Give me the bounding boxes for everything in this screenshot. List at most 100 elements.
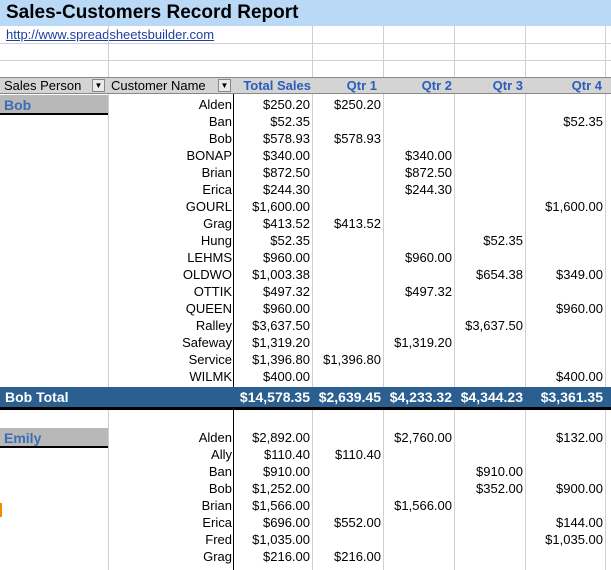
- grid-line: [454, 26, 455, 570]
- grid-line: [108, 26, 109, 570]
- cell-q3: $52.35: [483, 233, 523, 248]
- cell-customer: OLDWO: [182, 267, 232, 282]
- cell-total: $872.50: [263, 165, 310, 180]
- cell-q2: $340.00: [405, 148, 452, 163]
- cell-customer: Ally: [211, 447, 232, 462]
- sales-person-group-label: Bob: [0, 95, 108, 115]
- cell-customer: Grag: [203, 216, 232, 231]
- grid-line: [525, 26, 526, 570]
- cell-customer: Fred: [205, 532, 232, 547]
- cell-customer: Service: [188, 352, 232, 367]
- cell-q3: $654.38: [476, 267, 523, 282]
- cell-q3: $910.00: [476, 464, 523, 479]
- group-total-q3: $4,344.23: [460, 389, 523, 405]
- cell-total: $578.93: [263, 131, 310, 146]
- grid-line: [383, 26, 384, 570]
- cell-total: $1,319.20: [252, 335, 310, 350]
- cell-customer: Ban: [208, 464, 232, 479]
- cell-q4: $400.00: [556, 369, 603, 384]
- grid-line: [605, 26, 606, 570]
- cell-customer: Ralley: [195, 318, 232, 333]
- cell-total: $1,035.00: [252, 532, 310, 547]
- header-qtr2: Qtr 2: [421, 78, 452, 93]
- cell-total: $52.35: [270, 114, 310, 129]
- cell-customer: GOURL: [185, 199, 232, 214]
- grid-line: [0, 60, 611, 61]
- group-total-label: Bob Total: [5, 389, 69, 405]
- cell-customer: WILMK: [189, 369, 232, 384]
- cell-total: $340.00: [263, 148, 310, 163]
- header-qtr3: Qtr 3: [492, 78, 523, 93]
- cell-q1: $1,396.80: [323, 352, 381, 367]
- cell-q2: $1,566.00: [394, 498, 452, 513]
- cell-q2: $2,760.00: [394, 430, 452, 445]
- cell-q4: $349.00: [556, 267, 603, 282]
- cell-customer: OTTIK: [193, 284, 232, 299]
- cell-customer: Erica: [202, 182, 232, 197]
- header-total-sales: Total Sales: [243, 78, 311, 93]
- cell-total: $960.00: [263, 250, 310, 265]
- group-total-q1: $2,639.45: [318, 389, 381, 405]
- cell-q2: $960.00: [405, 250, 452, 265]
- cell-customer: Hung: [200, 233, 232, 248]
- column-separator: [233, 94, 234, 570]
- sales-person-filter-button[interactable]: ▼: [92, 79, 105, 92]
- header-customer-name: Customer Name: [111, 78, 206, 93]
- cell-customer: Bob: [208, 131, 232, 146]
- cell-total: $250.20: [263, 97, 310, 112]
- cell-total: $1,600.00: [252, 199, 310, 214]
- cell-customer: Erica: [202, 515, 232, 530]
- website-link[interactable]: http://www.spreadsheetsbuilder.com: [6, 27, 215, 42]
- cell-customer: LEHMS: [187, 250, 232, 265]
- cell-customer: Alden: [198, 97, 232, 112]
- cell-q4: $132.00: [556, 430, 603, 445]
- cell-q4: $960.00: [556, 301, 603, 316]
- cell-q4: $144.00: [556, 515, 603, 530]
- cell-total: $1,003.38: [252, 267, 310, 282]
- cell-q4: $900.00: [556, 481, 603, 496]
- cell-total: $2,892.00: [252, 430, 310, 445]
- cell-q1: $578.93: [334, 131, 381, 146]
- cell-total: $1,396.80: [252, 352, 310, 367]
- grid-line: [0, 43, 611, 44]
- sheet-marker: [0, 503, 2, 517]
- cell-total: $413.52: [263, 216, 310, 231]
- cell-q4: $52.35: [563, 114, 603, 129]
- cell-customer: Grag: [203, 549, 232, 564]
- customer-name-filter-button[interactable]: ▼: [218, 79, 231, 92]
- cell-q1: $110.40: [334, 447, 381, 462]
- cell-total: $110.40: [263, 447, 310, 462]
- group-total-q4: $3,361.35: [540, 389, 603, 405]
- cell-q3: $352.00: [476, 481, 523, 496]
- sales-person-group-label: Emily: [0, 428, 108, 448]
- cell-total: $497.32: [263, 284, 310, 299]
- group-total-row: Bob Total $14,578.35 $2,639.45 $4,233.32 $4,…: [0, 387, 611, 410]
- grid-line: [312, 26, 313, 570]
- cell-customer: Brian: [201, 498, 232, 513]
- cell-total: $960.00: [263, 301, 310, 316]
- header-qtr4: Qtr 4: [571, 78, 602, 93]
- cell-customer: Bob: [208, 481, 232, 496]
- cell-q2: $497.32: [405, 284, 452, 299]
- group-total-q2: $4,233.32: [389, 389, 452, 405]
- cell-customer: Brian: [201, 165, 232, 180]
- cell-q4: $1,035.00: [545, 532, 603, 547]
- cell-q1: $552.00: [334, 515, 381, 530]
- cell-q2: $1,319.20: [394, 335, 452, 350]
- report-title: Sales-Customers Record Report: [0, 0, 611, 26]
- cell-q4: $1,600.00: [545, 199, 603, 214]
- cell-total: $1,252.00: [252, 481, 310, 496]
- cell-total: $910.00: [263, 464, 310, 479]
- cell-q2: $244.30: [405, 182, 452, 197]
- cell-total: $52.35: [270, 233, 310, 248]
- cell-customer: Ban: [208, 114, 232, 129]
- cell-total: $696.00: [263, 515, 310, 530]
- cell-customer: Alden: [198, 430, 232, 445]
- cell-q1: $413.52: [334, 216, 381, 231]
- cell-q1: $250.20: [334, 97, 381, 112]
- cell-customer: QUEEN: [185, 301, 232, 316]
- cell-total: $244.30: [263, 182, 310, 197]
- cell-total: $3,637.50: [252, 318, 310, 333]
- header-sales-person: Sales Person: [4, 78, 82, 93]
- cell-q3: $3,637.50: [465, 318, 523, 333]
